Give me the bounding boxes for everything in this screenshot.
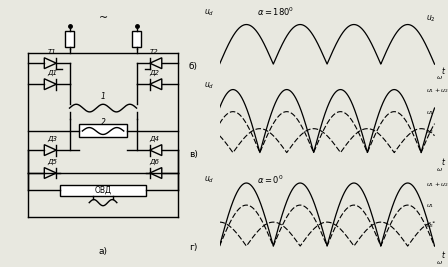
Text: $\omega$: $\omega$ — [436, 166, 443, 173]
Bar — [132, 31, 142, 48]
Text: $\omega$: $\omega$ — [436, 74, 443, 81]
Text: $u_1$: $u_1$ — [426, 109, 435, 117]
Text: г): г) — [189, 244, 197, 252]
Text: Т2: Т2 — [150, 49, 159, 55]
Text: Д3: Д3 — [47, 136, 57, 142]
Text: Д6: Д6 — [149, 159, 159, 165]
Text: $u_1+u_2$: $u_1+u_2$ — [426, 86, 448, 95]
Text: б): б) — [189, 62, 198, 71]
Text: Д2: Д2 — [149, 70, 159, 76]
Text: $u_2$: $u_2$ — [426, 14, 436, 25]
Bar — [65, 31, 74, 48]
Text: $u_d$: $u_d$ — [204, 174, 215, 184]
Text: $t$: $t$ — [441, 65, 447, 76]
Text: $u_d$: $u_d$ — [204, 81, 215, 91]
Text: $u_d$: $u_d$ — [204, 7, 215, 18]
Text: ОВД: ОВД — [95, 186, 112, 195]
Text: $t$: $t$ — [441, 156, 447, 167]
Text: $u_2$: $u_2$ — [426, 222, 434, 230]
Text: $u_1$: $u_1$ — [426, 202, 435, 210]
Text: 2: 2 — [101, 118, 105, 127]
Text: $u_1+u_2$: $u_1+u_2$ — [426, 180, 448, 189]
Bar — [79, 124, 127, 137]
Text: $u_2$: $u_2$ — [426, 128, 434, 136]
Text: Д1: Д1 — [47, 70, 57, 76]
Bar — [60, 185, 146, 195]
Text: 1: 1 — [101, 92, 105, 101]
Text: $\omega$: $\omega$ — [436, 259, 443, 266]
Text: $\alpha=0^0$: $\alpha=0^0$ — [257, 174, 284, 186]
Text: ~: ~ — [99, 13, 108, 23]
Text: $t$: $t$ — [441, 249, 447, 260]
Text: Д4: Д4 — [149, 136, 159, 142]
Text: Т1: Т1 — [47, 49, 56, 55]
Text: Д5: Д5 — [47, 159, 57, 165]
Text: $\alpha=180^0$: $\alpha=180^0$ — [257, 5, 294, 18]
Text: а): а) — [99, 247, 108, 256]
Text: в): в) — [189, 150, 198, 159]
